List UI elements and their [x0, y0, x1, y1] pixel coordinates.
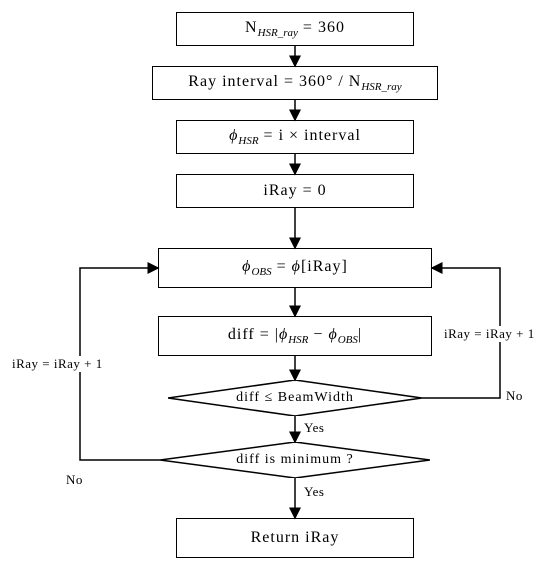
edges-overlay [0, 0, 552, 576]
edge-label-text: Yes [304, 420, 324, 435]
edge-label-text: iRay = iRay + 1 [12, 356, 103, 371]
edge-label-text: No [66, 472, 83, 487]
label-left-increment: iRay = iRay + 1 [12, 356, 103, 372]
label-d2-no: No [66, 472, 83, 488]
label-d2-yes: Yes [304, 484, 324, 500]
edge-label-text: No [506, 388, 523, 403]
edge-label-text: iRay = iRay + 1 [444, 326, 535, 341]
label-d1-no: No [506, 388, 523, 404]
flowchart-stage: NHSR_ray = 360 Ray interval = 360° / NHS… [0, 0, 552, 576]
label-right-increment: iRay = iRay + 1 [444, 326, 535, 342]
label-d1-yes: Yes [304, 420, 324, 436]
edge-label-text: Yes [304, 484, 324, 499]
